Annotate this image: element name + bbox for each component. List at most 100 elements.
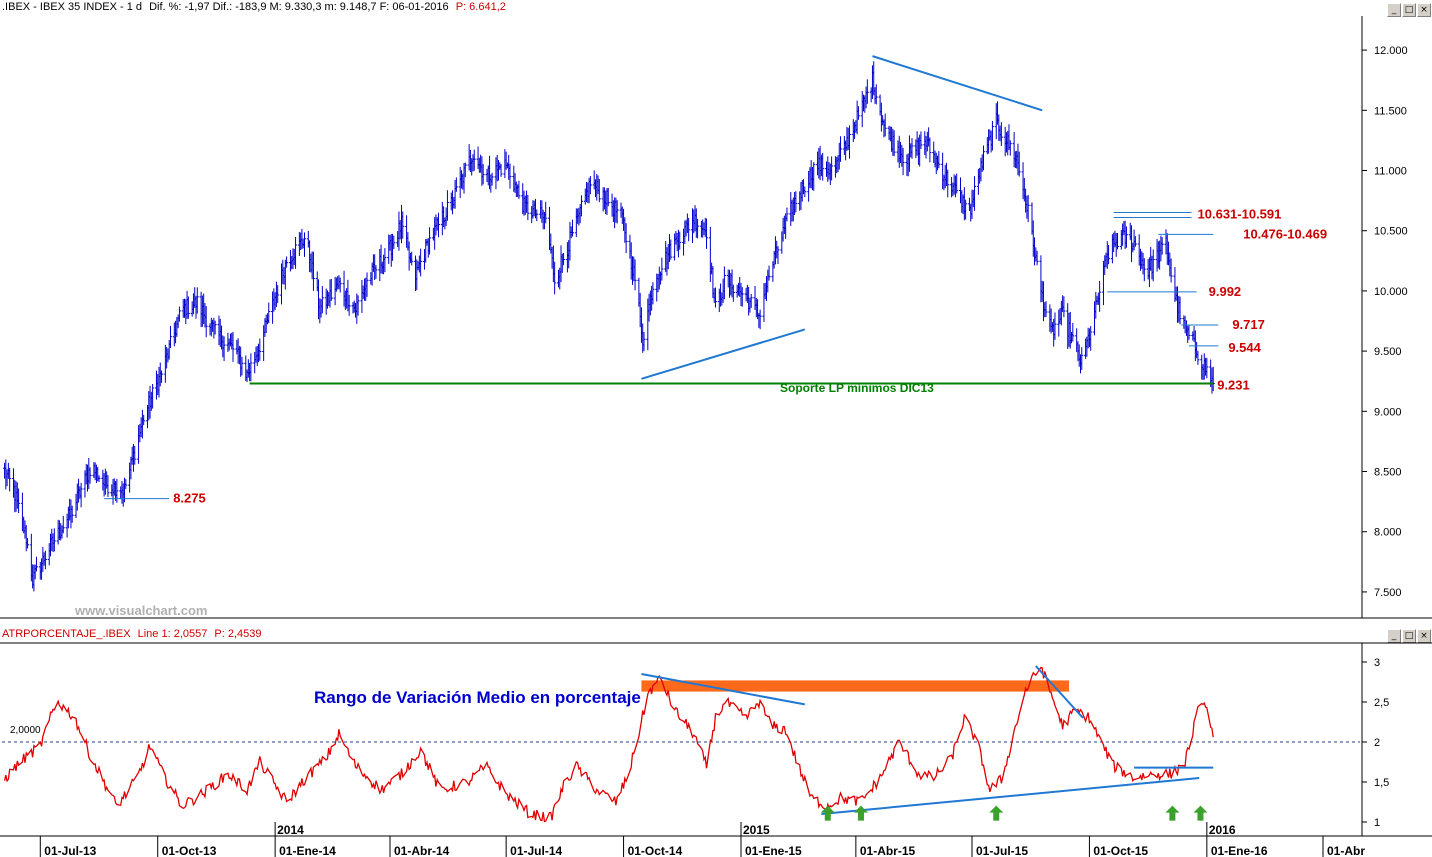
- price-axis-label: 10.500: [1374, 226, 1408, 238]
- price-bar: [981, 145, 985, 171]
- atr-axis-label: 2,5: [1374, 697, 1389, 709]
- price-axis-label: 12.000: [1374, 45, 1408, 57]
- price-bar: [1017, 151, 1021, 177]
- close-button[interactable]: ×: [1417, 3, 1431, 17]
- price-axis-label: 9.000: [1374, 406, 1402, 418]
- price-bar: [946, 169, 950, 198]
- date-axis-label: 01-Abr-14: [394, 844, 450, 857]
- price-bar: [749, 293, 753, 308]
- price-bar: [276, 285, 280, 304]
- price-bar: [651, 282, 655, 305]
- price-bar: [1107, 245, 1111, 265]
- price-bar: [222, 336, 226, 362]
- atr-band: [641, 680, 1069, 692]
- level-label: 10.476-10.469: [1243, 226, 1327, 241]
- axis-layer: 12.000 11.500 11.000 10.500 10.000 9.500 9.000…: [39, 45, 1408, 857]
- restore-button[interactable]: □: [1402, 3, 1416, 17]
- price-bar: [231, 331, 235, 362]
- year-label: 2015: [743, 823, 770, 837]
- support-label: Soporte LP mínimos DIC13: [780, 381, 934, 395]
- date-axis-label: 01-Jul-13: [44, 844, 96, 857]
- indicator-panel-header: ATRPORCENTAJE_.IBEX Line 1: 2,0557 P: 2,…: [2, 628, 262, 640]
- price-bar: [186, 296, 190, 319]
- price-axis-label: 11.000: [1374, 166, 1407, 178]
- price-bar: [874, 84, 878, 105]
- price-bar: [356, 295, 360, 316]
- date-axis-label: 01-Abr-15: [860, 844, 916, 857]
- price-bar: [490, 172, 494, 186]
- atr-layer: [2, 665, 1360, 823]
- level-label: 9.544: [1228, 340, 1261, 355]
- price-bar: [142, 414, 146, 426]
- price-bar: [124, 479, 128, 490]
- price-bar: [1098, 280, 1102, 312]
- price-bar: [365, 272, 369, 297]
- price-bar: [1178, 296, 1182, 325]
- price-bar: [240, 356, 244, 376]
- price-axis-label: 8.000: [1374, 527, 1402, 539]
- up-arrow-icon: [820, 805, 835, 821]
- level-label: 9.717: [1232, 317, 1265, 332]
- price-bar: [678, 231, 682, 250]
- price-bar: [1044, 301, 1048, 317]
- price-bar: [1116, 233, 1119, 250]
- price-bar: [588, 175, 592, 195]
- price-bar: [1062, 296, 1066, 318]
- price-bar: [392, 235, 396, 250]
- price-bar: [642, 332, 646, 352]
- price-layer: 10.631-10.591 10.476-10.469 9.992 9.717 9.54…: [3, 55, 1327, 592]
- atr-title: Rango de Variación Medio en porcentaje: [314, 688, 641, 707]
- price-bar: [847, 125, 851, 159]
- price-bar: [830, 156, 834, 181]
- atr-axis-label: 3: [1374, 657, 1380, 669]
- date-axis-label: 01-Jul-15: [976, 844, 1028, 857]
- price-bar: [1008, 140, 1012, 156]
- atr-axis-label: 2: [1374, 737, 1380, 749]
- price-bar: [374, 265, 378, 279]
- price-bar: [633, 259, 637, 291]
- price-bar: [168, 325, 172, 348]
- trend-line: [872, 55, 1043, 112]
- price-bar: [562, 253, 566, 266]
- price-bar: [26, 538, 30, 549]
- up-arrow-icon: [853, 805, 868, 821]
- year-label: 2014: [277, 823, 304, 837]
- price-bar: [34, 556, 38, 572]
- price-bar: [856, 106, 860, 120]
- price-bar: [285, 256, 289, 268]
- price-bar: [1035, 250, 1039, 266]
- price-bar: [320, 286, 324, 314]
- price-bar: [347, 294, 351, 316]
- price-axis-label: 9.500: [1374, 346, 1402, 358]
- price-bar: [624, 223, 628, 254]
- up-arrow-icon: [1193, 805, 1208, 821]
- price-bar: [1133, 236, 1137, 247]
- trend-line: [641, 328, 806, 380]
- price-bar: [705, 218, 709, 249]
- price-bar: [812, 162, 816, 191]
- minimize-button[interactable]: _: [1387, 3, 1401, 17]
- indicator-restore-button[interactable]: □: [1402, 629, 1416, 643]
- price-bar: [294, 236, 298, 269]
- price-bar: [508, 163, 512, 189]
- price-bar: [696, 218, 700, 239]
- price-bar: [579, 195, 583, 217]
- price-bar: [463, 162, 467, 178]
- price-bar: [97, 475, 101, 482]
- price-bar: [544, 201, 548, 224]
- date-axis-label: 01-Oct-13: [162, 844, 217, 857]
- price-bar: [865, 79, 869, 104]
- price-bar: [740, 287, 744, 307]
- price-bar: [8, 467, 12, 492]
- indicator-close-button[interactable]: ×: [1417, 629, 1431, 643]
- price-bar: [776, 246, 780, 265]
- price-bar: [910, 138, 914, 159]
- price-axis-label: 7.500: [1374, 587, 1402, 599]
- price-bar: [517, 180, 521, 199]
- price-bar: [1211, 366, 1215, 392]
- price-bar: [767, 265, 771, 281]
- date-axis-label: 01-Jul-14: [510, 844, 562, 857]
- price-bar: [338, 277, 342, 293]
- price-bar: [258, 338, 262, 361]
- level-label: 9.992: [1209, 284, 1242, 299]
